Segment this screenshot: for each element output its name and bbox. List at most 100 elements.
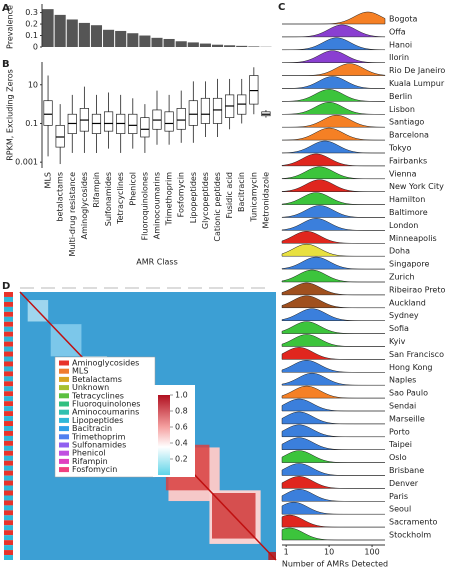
bar (66, 19, 78, 47)
row-annotation (4, 336, 13, 342)
category-label: Sofia (389, 324, 409, 333)
row-annotation (4, 500, 13, 506)
ridge (281, 334, 385, 347)
ridge (282, 11, 386, 25)
box (140, 117, 150, 138)
y-tick-label: 0.3 (25, 8, 38, 17)
row-annotation (4, 326, 13, 332)
box (103, 111, 114, 132)
ridge (281, 231, 385, 244)
ridge (281, 205, 385, 218)
bar (211, 44, 224, 47)
y-tick-label: 10 (28, 80, 38, 89)
ridge (281, 514, 385, 528)
ridge (281, 102, 385, 115)
row-annotation (4, 292, 13, 297)
category-label: Marseille (389, 414, 425, 423)
x-tick-label: Aminocoumarins (153, 172, 162, 239)
x-tick-label: Fusidic acid (225, 172, 234, 218)
category-label: New York City (389, 182, 444, 191)
row-annotation (4, 416, 13, 422)
x-axis-label: Number of AMRs Detected (282, 560, 388, 569)
legend-swatch (59, 368, 69, 374)
category-label: Berlin (389, 92, 412, 101)
ridge (281, 76, 386, 89)
row-annotation (4, 351, 13, 357)
colorbar-tick-label: 0.8 (175, 407, 188, 416)
x-tick-label: 1 (284, 548, 289, 557)
legend-label: Trimethoprim (71, 432, 126, 441)
ridge (281, 127, 385, 141)
ridge (281, 192, 385, 205)
row-annotation (4, 386, 13, 392)
legend-label: MLS (72, 367, 88, 376)
category-label: Vienna (389, 169, 417, 178)
bar (90, 25, 103, 47)
row-annotation (4, 540, 13, 546)
colorbar-tick-label: 0.6 (175, 423, 188, 432)
panel-label: B (2, 59, 10, 70)
ridge (281, 218, 385, 231)
category-label: Barcelona (389, 131, 429, 140)
x-tick-label: Aminoglycosides (80, 172, 89, 239)
ridge (282, 63, 386, 76)
legend-label: Aminoglycosides (72, 359, 139, 368)
row-annotation (4, 371, 13, 377)
row-annotation (4, 545, 13, 551)
row-annotation (4, 450, 13, 456)
ridge (281, 295, 385, 309)
row-annotation (4, 316, 13, 322)
legend-swatch (59, 458, 69, 464)
row-annotation (4, 401, 13, 407)
x-axis-label: AMR Class (136, 258, 178, 267)
y-tick-label: 0 (33, 43, 38, 52)
legend-label: Aminocoumarins (72, 408, 139, 417)
category-label: Santiago (389, 118, 424, 127)
bar (163, 38, 175, 47)
category-label: Kyiv (389, 337, 406, 346)
ridge (281, 179, 385, 192)
panel-label: C (278, 2, 285, 13)
category-label: San Francisco (389, 350, 444, 359)
ridge (281, 37, 386, 51)
x-tick-label: 100 (364, 548, 379, 557)
category-label: Sendai (389, 402, 416, 411)
row-annotation (4, 356, 13, 362)
bar (224, 45, 236, 47)
row-annotation (4, 465, 13, 471)
ridge (281, 463, 385, 476)
x-tick-label: Cationic peptides (213, 172, 222, 242)
row-annotation (4, 505, 13, 511)
legend-label: Phenicol (72, 449, 106, 458)
row-annotation (4, 490, 13, 496)
category-label: Porto (389, 427, 410, 436)
category-label: Ribeirao Preto (389, 285, 445, 294)
row-annotation (4, 530, 13, 536)
bar (103, 29, 115, 47)
y-tick-label: 0.001 (15, 158, 38, 167)
legend-label: Sulfonamides (72, 441, 126, 450)
bar (236, 45, 248, 47)
ridge (281, 321, 385, 334)
row-annotation (4, 341, 13, 347)
row-annotation (4, 306, 13, 312)
ridge (281, 527, 385, 541)
category-label: Oslo (389, 453, 407, 462)
legend-label: Unknown (72, 383, 109, 392)
bar (199, 43, 211, 47)
row-annotation (4, 366, 13, 372)
category-label: Kuala Lumpur (389, 79, 445, 88)
ridge (281, 282, 385, 296)
category-label: Hamilton (389, 195, 425, 204)
category-label: Doha (389, 247, 410, 256)
legend-label: Rifampin (72, 457, 108, 466)
colorbar (158, 395, 170, 475)
legend-swatch (59, 360, 69, 366)
bar (187, 42, 199, 47)
ridge (281, 360, 385, 373)
ridge (281, 308, 385, 321)
x-tick-label: Fluoroquinolones (140, 172, 149, 240)
bar (42, 9, 54, 48)
bar (139, 35, 151, 47)
ridge (281, 153, 385, 167)
